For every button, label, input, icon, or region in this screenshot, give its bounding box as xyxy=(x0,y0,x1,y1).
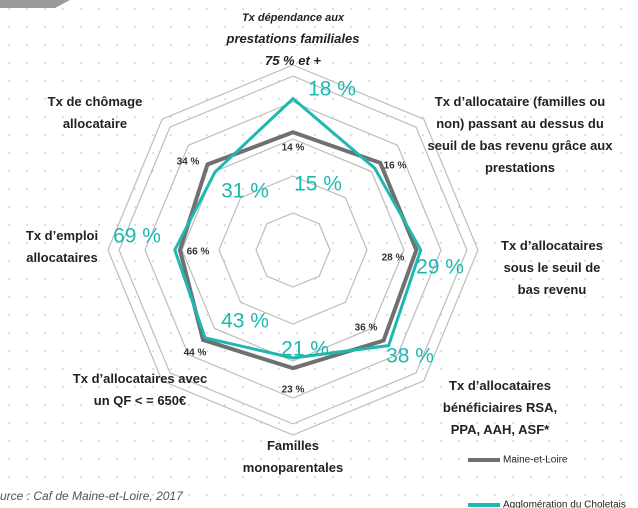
axis-label-line: Tx d’allocataire (familles ou xyxy=(435,94,606,109)
grid-ring xyxy=(181,138,405,362)
grid-ring xyxy=(107,64,479,436)
axis-label-line: Tx d’allocataires xyxy=(501,238,603,253)
axis-label: Tx d’allocataires sous le seuil de bas rev… xyxy=(501,238,603,297)
axis-label-line: Tx d’allocataires xyxy=(449,378,551,393)
axis-label: Familles monoparentales xyxy=(243,438,343,475)
value-label: 14 % xyxy=(282,143,305,154)
grid-ring xyxy=(255,212,331,288)
axis-label: Tx d’allocataires avec un QF < = 650€ xyxy=(73,371,207,408)
legend-label: Agglomération du Choletais xyxy=(503,500,626,508)
axis-label-line: bas revenu xyxy=(518,282,587,297)
axis-label-line: Tx d’allocataires avec xyxy=(73,371,207,386)
axis-label-line: Tx d’emploi xyxy=(26,228,98,243)
axis-label: Tx d’emploi allocataires xyxy=(26,228,98,265)
value-label: 38 % xyxy=(386,345,434,368)
axis-label: Tx de chômage allocataire xyxy=(48,94,143,131)
value-label: 21 % xyxy=(281,338,329,361)
value-label: 16 % xyxy=(384,161,407,172)
axis-label-line: 75 % et + xyxy=(265,53,321,68)
axis-label-line: sous le seuil de xyxy=(504,260,601,275)
grid-ring xyxy=(144,101,442,399)
corner-shape xyxy=(0,0,70,8)
value-label: 28 % xyxy=(382,253,405,264)
grid-ring xyxy=(118,75,468,425)
axis-label-line: Tx dépendance aux xyxy=(242,12,345,24)
value-label: 15 % xyxy=(294,173,342,196)
series-line xyxy=(173,96,423,360)
value-label: 34 % xyxy=(177,157,200,168)
axis-label-line: Tx de chômage xyxy=(48,94,143,109)
axis-label-line: bénéficiaires RSA, xyxy=(443,400,557,415)
axis-label-line: Familles xyxy=(267,438,319,453)
axis-label-line: PPA, AAH, ASF* xyxy=(451,422,550,437)
axis-label: Tx d’allocataires bénéficiaires RSA, PPA, … xyxy=(443,378,557,437)
value-label: 69 % xyxy=(113,225,161,248)
value-label: 29 % xyxy=(416,256,464,279)
value-label: 43 % xyxy=(221,310,269,333)
axis-label: Tx d’allocataire (familles ou non) passan… xyxy=(428,94,614,175)
axis-label-line: monoparentales xyxy=(243,460,343,475)
axis-label: Tx dépendance aux prestations familiales 7… xyxy=(226,12,360,69)
axis-label-line: non) passant au dessus du xyxy=(436,116,604,131)
axis-label-line: un QF < = 650€ xyxy=(94,393,187,408)
plot: Tx dépendance aux prestations familiales 7… xyxy=(26,12,626,508)
grid-ring xyxy=(218,175,368,325)
series-line xyxy=(177,130,419,371)
axis-label-line: allocataire xyxy=(63,116,127,131)
value-label: 23 % xyxy=(282,385,305,396)
value-label: 36 % xyxy=(355,323,378,334)
value-label: 31 % xyxy=(221,180,269,203)
source: urce : Caf de Maine-et-Loire, 2017 xyxy=(0,489,184,503)
grid xyxy=(107,64,479,436)
axis-label-line: allocataires xyxy=(26,250,98,265)
legend-label: Maine-et-Loire xyxy=(503,455,568,466)
value-label: 18 % xyxy=(308,78,356,101)
axis-label-line: seuil de bas revenu grâce aux xyxy=(428,138,614,153)
value-label: 44 % xyxy=(184,348,207,359)
value-label: 66 % xyxy=(187,247,210,258)
axis-label-line: prestations familiales xyxy=(226,31,360,46)
axis-label-line: prestations xyxy=(485,160,555,175)
